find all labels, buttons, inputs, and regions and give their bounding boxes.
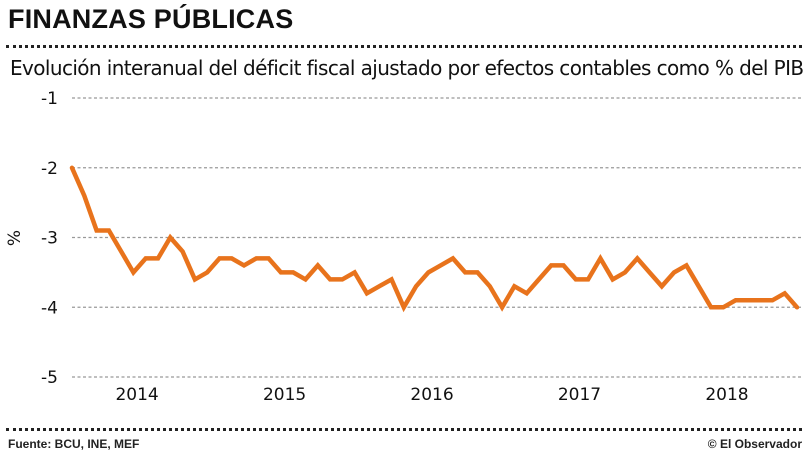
series-layer	[69, 165, 800, 313]
y-tick-label: -5	[41, 368, 58, 388]
y-tick-label: -3	[41, 229, 58, 249]
x-tick-label: 2016	[410, 385, 453, 405]
footer-divider	[6, 428, 802, 431]
x-tick-label: 2017	[558, 385, 601, 405]
x-tick-label: 2018	[705, 385, 748, 405]
credit-note: © El Observador	[707, 437, 802, 451]
source-note: Fuente: BCU, INE, MEF	[8, 437, 140, 451]
chart-subtitle: Evolución interanual del déficit fiscal …	[10, 56, 804, 80]
y-axis-ticks: -1 -2 -3 -4 -5	[41, 89, 58, 388]
series-line	[69, 165, 800, 313]
x-axis-ticks: 2014 2015 2016 2017 2018	[115, 385, 748, 405]
y-tick-label: -1	[41, 89, 58, 109]
x-tick-label: 2014	[115, 385, 158, 405]
title-divider	[6, 45, 802, 48]
y-tick-label: -4	[41, 298, 58, 318]
gridlines	[72, 97, 802, 378]
chart-title: FINANZAS PÚBLICAS	[8, 4, 294, 34]
y-axis-label: %	[5, 230, 25, 246]
x-tick-label: 2015	[263, 385, 306, 405]
y-tick-label: -2	[41, 159, 58, 179]
